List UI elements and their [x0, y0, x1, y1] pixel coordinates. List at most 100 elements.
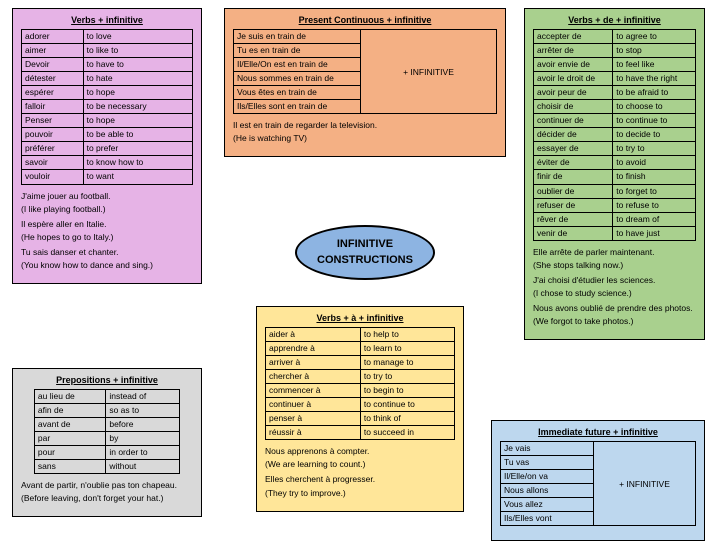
table-cell: to begin to — [360, 384, 454, 398]
panel-title: Verbs + de + infinitive — [533, 15, 696, 25]
table-cell: essayer de — [534, 142, 613, 156]
panel-title: Prepositions + infinitive — [21, 375, 193, 385]
table-cell: to be necessary — [83, 100, 192, 114]
table-cell: to hate — [83, 72, 192, 86]
table-cell: to forget to — [613, 184, 696, 198]
table-cell: aider à — [266, 328, 361, 342]
example-text: J'aime jouer au football. — [21, 191, 193, 202]
table-cell: avoir peur de — [534, 86, 613, 100]
table-cell: to have to — [83, 58, 192, 72]
table-cell: savoir — [22, 156, 84, 170]
example-translation: (Before leaving, don't forget your hat.) — [21, 493, 193, 504]
table-cell: finir de — [534, 170, 613, 184]
table-cell: to try to — [613, 142, 696, 156]
table-cell: falloir — [22, 100, 84, 114]
table-cell: Devoir — [22, 58, 84, 72]
panel-present-continuous: Present Continuous + infinitive Je suis … — [224, 8, 506, 157]
table-cell: arriver à — [266, 356, 361, 370]
table-cell: Vous êtes en train de — [234, 86, 361, 100]
table-cell: to finish — [613, 170, 696, 184]
examples: Avant de partir, n'oublie pas ton chapea… — [21, 480, 193, 504]
examples: Il est en train de regarder la televisio… — [233, 120, 497, 144]
table-cell: to have the right — [613, 72, 696, 86]
table-cell: to hope — [83, 86, 192, 100]
verbs-inf-table: adorerto loveaimerto like toDevoirto hav… — [21, 29, 193, 185]
table-cell: choisir de — [534, 100, 613, 114]
table-cell: espérer — [22, 86, 84, 100]
table-cell: to continue to — [360, 398, 454, 412]
table-cell: to succeed in — [360, 426, 454, 440]
table-cell: Nous sommes en train de — [234, 72, 361, 86]
table-cell: to help to — [360, 328, 454, 342]
example-translation: (I like playing football.) — [21, 204, 193, 215]
example-text: Elles cherchent à progresser. — [265, 474, 455, 485]
panel-verbs-a-infinitive: Verbs + à + infinitive aider àto help to… — [256, 306, 464, 512]
table-cell: by — [106, 432, 180, 446]
table-cell: Ils/Elles sont en train de — [234, 100, 361, 114]
example-translation: (He is watching TV) — [233, 133, 497, 144]
table-cell: par — [34, 432, 105, 446]
examples: J'aime jouer au football. (I like playing… — [21, 191, 193, 271]
table-cell: to dream of — [613, 212, 696, 226]
central-title: INFINITIVE CONSTRUCTIONS — [295, 225, 435, 280]
table-cell: sans — [34, 460, 105, 474]
side-label-infinitive: + INFINITIVE — [361, 29, 497, 114]
table-cell: Nous allons — [501, 484, 594, 498]
table-cell: commencer à — [266, 384, 361, 398]
central-line2: CONSTRUCTIONS — [317, 253, 413, 268]
panel-title: Verbs + infinitive — [21, 15, 193, 25]
example-translation: (He hopes to go to Italy.) — [21, 232, 193, 243]
table-cell: to have just — [613, 226, 696, 240]
example-translation: (We forgot to take photos.) — [533, 316, 696, 327]
table-cell: afin de — [34, 404, 105, 418]
table-cell: to think of — [360, 412, 454, 426]
example-text: Nous avons oublié de prendre des photos. — [533, 303, 696, 314]
table-cell: adorer — [22, 30, 84, 44]
table-cell: continuer de — [534, 114, 613, 128]
verbs-a-table: aider àto help toapprendre àto learn toa… — [265, 327, 455, 440]
table-cell: arrêter de — [534, 44, 613, 58]
table-cell: Penser — [22, 114, 84, 128]
panel-prepositions-infinitive: Prepositions + infinitive au lieu deinst… — [12, 368, 202, 517]
table-cell: au lieu de — [34, 390, 105, 404]
table-cell: to like to — [83, 44, 192, 58]
table-cell: éviter de — [534, 156, 613, 170]
table-cell: to learn to — [360, 342, 454, 356]
panel-title: Present Continuous + infinitive — [233, 15, 497, 25]
table-cell: to hope — [83, 114, 192, 128]
pres-cont-table: Je suis en train deTu es en train deIl/E… — [233, 29, 361, 114]
table-cell: to avoid — [613, 156, 696, 170]
examples: Nous apprenons à compter.(We are learnin… — [265, 446, 455, 498]
table-cell: to refuse to — [613, 198, 696, 212]
table-cell: détester — [22, 72, 84, 86]
table-cell: to choose to — [613, 100, 696, 114]
table-cell: accepter de — [534, 30, 613, 44]
table-cell: to manage to — [360, 356, 454, 370]
table-cell: to feel like — [613, 58, 696, 72]
table-cell: instead of — [106, 390, 180, 404]
table-cell: décider de — [534, 128, 613, 142]
table-cell: in order to — [106, 446, 180, 460]
table-cell: avant de — [34, 418, 105, 432]
example-text: Il est en train de regarder la televisio… — [233, 120, 497, 131]
table-cell: réussir à — [266, 426, 361, 440]
table-cell: apprendre à — [266, 342, 361, 356]
table-cell: vouloir — [22, 170, 84, 184]
table-cell: to prefer — [83, 142, 192, 156]
table-cell: Tu es en train de — [234, 44, 361, 58]
table-cell: chercher à — [266, 370, 361, 384]
example-text: Tu sais danser et chanter. — [21, 247, 193, 258]
table-cell: Il/Elle/On est en train de — [234, 58, 361, 72]
table-cell: Je vais — [501, 442, 594, 456]
verbs-de-table: accepter deto agree toarrêter deto stopa… — [533, 29, 696, 241]
table-cell: pour — [34, 446, 105, 460]
table-cell: to know how to — [83, 156, 192, 170]
table-cell: Je suis en train de — [234, 30, 361, 44]
example-translation: (I chose to study science.) — [533, 288, 696, 299]
table-cell: Tu vas — [501, 456, 594, 470]
table-cell: to try to — [360, 370, 454, 384]
table-cell: to continue to — [613, 114, 696, 128]
table-cell: préférer — [22, 142, 84, 156]
table-cell: Il/Elle/on va — [501, 470, 594, 484]
prep-inf-table: au lieu deinstead ofafin deso as toavant… — [34, 389, 180, 474]
